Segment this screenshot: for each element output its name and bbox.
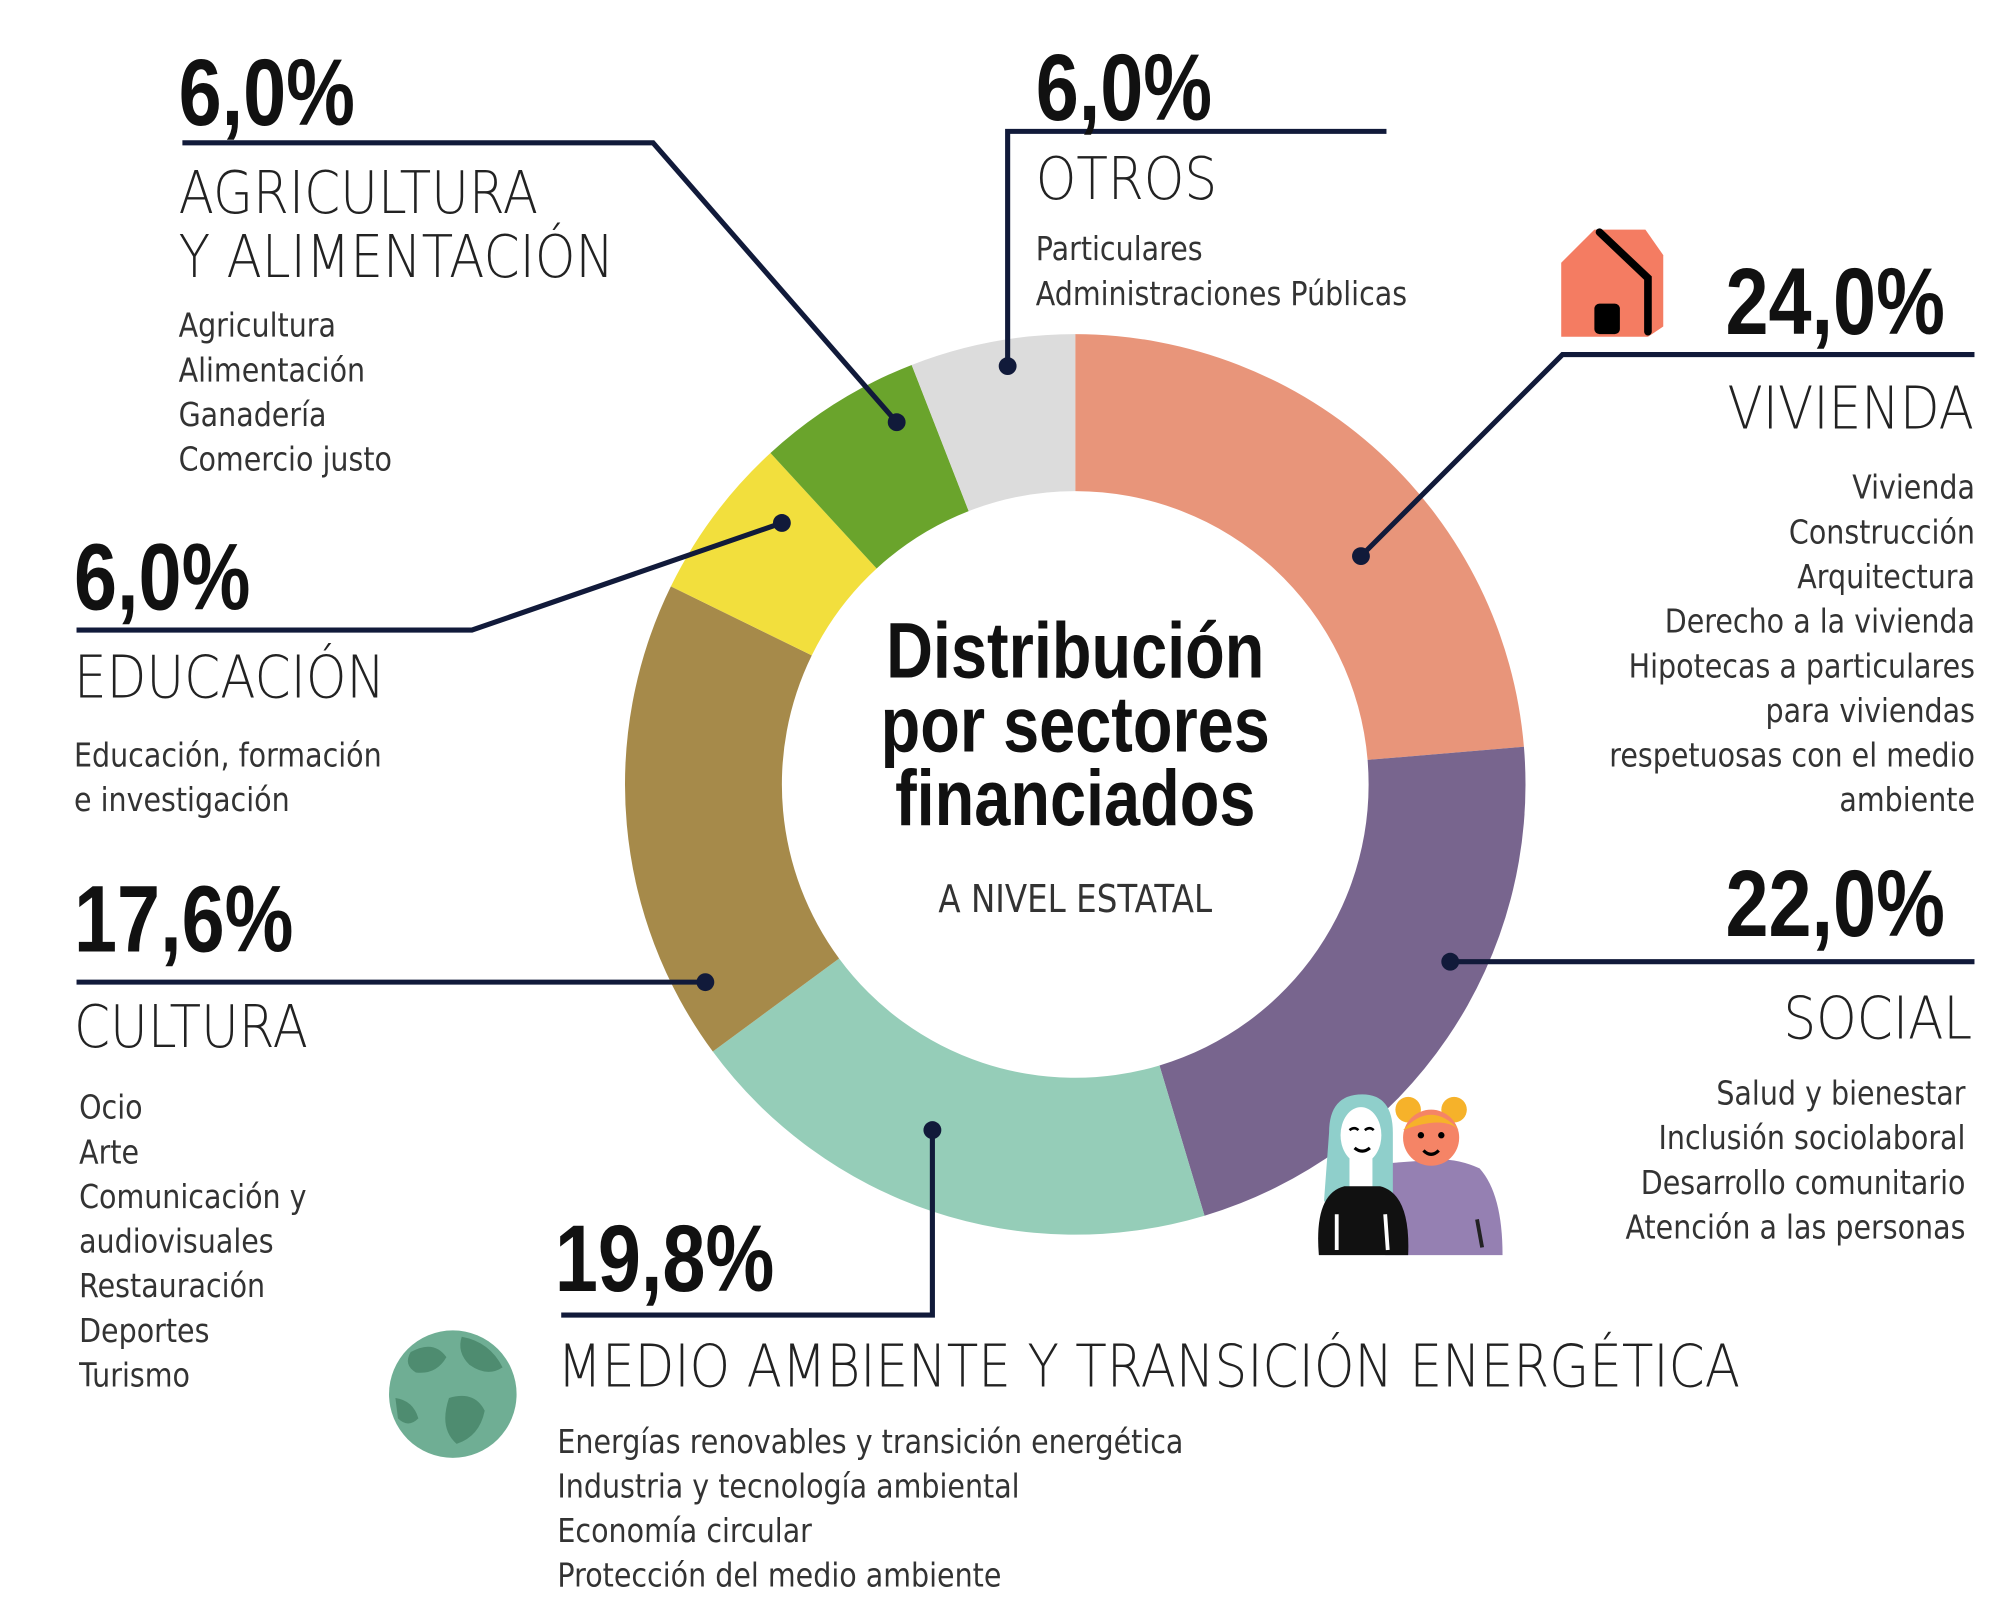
items-social: Salud y bienestar Inclusión sociolaboral D… — [1626, 1073, 1966, 1252]
leader-line-agricultura — [182, 140, 899, 424]
title-line: Distribución — [886, 607, 1265, 696]
leader-dot-otros — [998, 357, 1017, 375]
sector-item: respetuosas con el medio — [1608, 737, 1975, 776]
slice-educacion — [670, 453, 877, 656]
pct-social: 22,0% — [1725, 850, 1946, 957]
sector-item: Hipotecas a particulares — [1628, 647, 1975, 687]
chart-title: Distribución por sectores financiados — [821, 607, 1329, 844]
slice-otros — [911, 334, 1076, 512]
sector-item: Salud y bienestar — [1716, 1075, 1966, 1114]
sector-item: Derecho a la vivienda — [1664, 603, 1975, 642]
pct-agricultura: 6,0% — [178, 39, 355, 146]
label-otros: OTROS — [1035, 144, 1218, 214]
sector-item: Restauración — [79, 1267, 266, 1307]
sector-item: Comercio justo — [178, 441, 392, 480]
label-cultura: CULTURA — [73, 992, 308, 1062]
leader-dot-vivienda — [1352, 547, 1370, 566]
sector-item: e investigación — [73, 781, 290, 821]
leader-dot-educacion — [772, 514, 791, 532]
sector-item: Alimentación — [178, 352, 366, 391]
sector-item: Atención a las personas — [1625, 1209, 1966, 1248]
slice-agricultura — [770, 364, 969, 569]
leader-line-vivienda — [1359, 352, 1975, 558]
label-agricultura: AGRICULTURA Y ALIMENTACIÓN — [179, 161, 615, 289]
pct-educacion: 6,0% — [73, 524, 251, 631]
items-cultura: Ocio Arte Comunicación y audiovisuales Resta… — [79, 1087, 306, 1399]
globe-icon — [389, 1330, 517, 1458]
chart-subtitle: A NIVEL ESTATAL — [938, 877, 1213, 923]
sector-item: Comunicación y — [79, 1178, 307, 1217]
items-agricultura: Agricultura Alimentación Ganadería Comercio… — [179, 305, 392, 484]
leader-line-medio — [561, 1130, 935, 1318]
slice-vivienda — [1075, 334, 1524, 760]
people-icon — [1318, 1094, 1503, 1256]
title-line: por sectores — [880, 681, 1270, 770]
sector-item: Agricultura — [178, 307, 336, 346]
sector-item: para viviendas — [1764, 692, 1975, 731]
sector-item: Turismo — [79, 1357, 190, 1396]
items-medio-ambiente: Energías renovables y transición energét… — [557, 1421, 1183, 1600]
sector-item: audiovisuales — [79, 1223, 274, 1262]
label-line: AGRICULTURA — [178, 158, 539, 228]
sector-item: Energías renovables y transición energét… — [557, 1423, 1184, 1462]
label-social: SOCIAL — [1783, 983, 1972, 1053]
sector-item: Protección del medio ambiente — [557, 1557, 1002, 1596]
items-educacion: Educación, formación e investigación — [74, 735, 382, 824]
pct-otros: 6,0% — [1035, 34, 1213, 141]
items-vivienda: Vivienda Construcción Arquitectura Derecho … — [1609, 467, 1975, 824]
label-vivienda: VIVIENDA — [1727, 373, 1975, 443]
sector-item: Industria y tecnología ambiental — [557, 1468, 1020, 1507]
sector-item: Ganadería — [178, 396, 327, 435]
sector-item: Economía circular — [557, 1512, 812, 1552]
sector-item: Inclusión sociolaboral — [1658, 1119, 1966, 1159]
leader-line-otros — [1005, 128, 1387, 367]
items-otros: Particulares Administraciones Públicas — [1036, 228, 1407, 317]
sector-item: Educación, formación — [73, 737, 382, 776]
leader-dot-social — [1441, 952, 1460, 971]
label-line: Y ALIMENTACIÓN — [178, 221, 615, 291]
slice-social — [1159, 746, 1526, 1216]
slice-medio — [712, 958, 1205, 1235]
sector-item: Ocio — [79, 1089, 143, 1128]
sector-item: Vivienda — [1851, 469, 1975, 508]
slice-cultura — [624, 586, 840, 1052]
house-icon — [1561, 228, 1664, 337]
sector-item: Deportes — [79, 1312, 210, 1351]
sector-item: Construcción — [1788, 514, 1975, 553]
label-educacion: EDUCACIÓN — [73, 642, 386, 712]
pct-medio-ambiente: 19,8% — [554, 1205, 775, 1312]
sector-item: Particulares — [1035, 230, 1203, 270]
sector-item: Administraciones Públicas — [1035, 275, 1408, 314]
leader-dot-cultura — [696, 973, 715, 992]
label-medio-ambiente: MEDIO AMBIENTE Y TRANSICIÓN ENERGÉTICA — [557, 1331, 1741, 1401]
title-line: financiados — [895, 755, 1256, 844]
sector-item: Desarrollo comunitario — [1640, 1164, 1966, 1203]
pct-vivienda: 24,0% — [1725, 248, 1946, 355]
leader-dot-medio — [923, 1121, 942, 1140]
leader-dot-agricultura — [887, 413, 906, 432]
sector-item: Arquitectura — [1796, 558, 1975, 597]
sector-item: ambiente — [1838, 781, 1975, 821]
pct-cultura: 17,6% — [73, 866, 294, 972]
sector-item: Arte — [79, 1133, 140, 1173]
leader-line-educacion — [76, 520, 783, 633]
